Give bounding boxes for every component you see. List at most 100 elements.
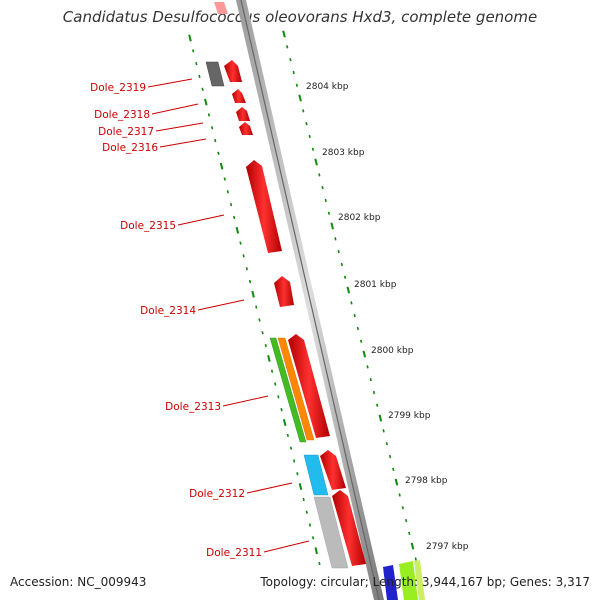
gene-arrow-2314 [274, 276, 294, 307]
gene-arrow-2312 [320, 450, 346, 490]
ruler-minor-tick [207, 113, 211, 117]
ruler-minor-tick [324, 198, 327, 203]
ruler-minor-tick [311, 536, 315, 540]
accession-text: Accession: NC_009943 [10, 575, 147, 589]
gene-arrow-2311 [332, 490, 366, 566]
ruler-major-tick [330, 222, 334, 230]
gene-arrow-2316 [239, 122, 253, 135]
gene-label: Dole_2317 [98, 126, 154, 138]
gene-label: Dole_2313 [165, 401, 221, 413]
gene-label: Dole_2319 [90, 82, 146, 94]
ruler-major-tick [267, 354, 271, 362]
ruler-major-tick [394, 478, 399, 486]
ruler-major-tick [362, 350, 367, 358]
ruler-major-tick [282, 419, 287, 426]
ruler-minor-tick [366, 365, 369, 369]
ruler-major-tick [410, 542, 415, 550]
ruler-minor-tick [210, 126, 214, 130]
ruler-minor-tick [248, 279, 252, 284]
ruler-minor-tick [201, 87, 204, 91]
ruler-minor-tick [280, 408, 283, 412]
ruler-minor-tick [388, 454, 392, 459]
gene-arrow-2319 [224, 60, 242, 82]
tick-label: 2798 kbp [405, 476, 448, 486]
green-feature-2313 [269, 337, 307, 443]
ruler-major-tick [298, 94, 302, 102]
ruler-minor-tick [308, 523, 312, 527]
gene-arrow-2313 [288, 334, 330, 438]
ruler-minor-tick [214, 138, 217, 143]
ruler-minor-tick [414, 557, 417, 561]
ruler-minor-tick [258, 318, 261, 322]
ruler-minor-tick [408, 531, 411, 536]
ruler-minor-tick [292, 70, 295, 75]
ruler-minor-tick [340, 262, 343, 267]
ruler-major-tick [204, 98, 208, 106]
ruler-minor-tick [302, 109, 305, 113]
gene-labels: Dole_2319 Dole_2318 Dole_2317 Dole_2316 … [90, 78, 310, 559]
ruler-minor-tick [318, 561, 321, 566]
gene-label: Dole_2314 [140, 305, 196, 317]
ruler-minor-tick [239, 241, 242, 245]
ruler-minor-tick [286, 45, 289, 49]
gene-label: Dole_2311 [206, 547, 262, 559]
ruler-minor-tick [195, 62, 198, 66]
ruler-major-tick [378, 414, 383, 422]
ruler-major-tick [314, 158, 318, 166]
ruler-minor-tick [376, 403, 379, 407]
ruler-minor-tick [321, 186, 324, 190]
orange-feature-2313 [277, 337, 315, 441]
ruler-minor-tick [245, 267, 248, 271]
ruler-minor-tick [334, 237, 337, 241]
ruler-minor-tick [359, 339, 363, 343]
ruler-minor-tick [401, 506, 404, 510]
ruler-minor-tick [217, 151, 220, 156]
tick-label: 2803 kbp [322, 148, 365, 158]
gene-label: Dole_2315 [120, 220, 176, 232]
ruler-minor-tick [369, 378, 372, 382]
ruler-major-tick [219, 162, 224, 170]
ruler-minor-tick [404, 518, 408, 523]
backbone [236, 0, 384, 600]
tick-labels: 2804 kbp 2803 kbp 2802 kbp 2801 kbp 2800… [306, 82, 469, 552]
ruler-minor-tick [289, 446, 293, 450]
ruler-minor-tick [261, 331, 264, 335]
ruler-minor-tick [226, 190, 229, 194]
ruler-minor-tick [293, 459, 296, 463]
gene-arrow-2317 [236, 107, 250, 121]
ruler-minor-tick [337, 250, 340, 254]
ruler-major-tick [282, 30, 286, 38]
map-title: Candidatus Desulfococcus oleovorans Hxd3… [62, 8, 538, 26]
ruler-minor-tick [382, 429, 385, 433]
ruler-major-tick [314, 547, 318, 555]
gene-arrow-2315 [246, 160, 282, 253]
ruler-major-tick [251, 290, 255, 298]
gene-arrow-2318 [232, 89, 246, 103]
ruler-minor-tick [242, 254, 245, 258]
gene-label: Dole_2318 [94, 109, 150, 121]
ruler-minor-tick [264, 344, 267, 348]
cyan-feature-2312 [303, 454, 329, 496]
tick-label: 2801 kbp [354, 280, 397, 290]
features [205, 60, 425, 600]
lightgray-feature-2311 [313, 496, 349, 569]
ruler-major-tick [235, 226, 240, 234]
ruler-minor-tick [229, 203, 233, 207]
ruler-minor-tick [233, 215, 236, 220]
outer-ruler-dots [282, 30, 417, 561]
ruler-minor-tick [311, 147, 315, 151]
ruler-minor-tick [255, 305, 258, 309]
ruler-minor-tick [318, 173, 321, 177]
ruler-minor-tick [392, 467, 395, 471]
ruler-minor-tick [302, 497, 305, 502]
bottom-blue-feature [383, 565, 398, 600]
ruler-minor-tick [398, 493, 401, 497]
bottom-yellowgreen-feature [414, 560, 425, 600]
ruler-minor-tick [277, 395, 280, 399]
ruler-minor-tick [327, 211, 331, 215]
gray-feature-2319 [205, 61, 225, 87]
tick-label: 2802 kbp [338, 213, 381, 223]
topology-text: Topology: circular; Length: 3,944,167 bp… [260, 575, 590, 589]
ruler-minor-tick [295, 83, 298, 87]
ruler-major-tick [346, 286, 351, 294]
